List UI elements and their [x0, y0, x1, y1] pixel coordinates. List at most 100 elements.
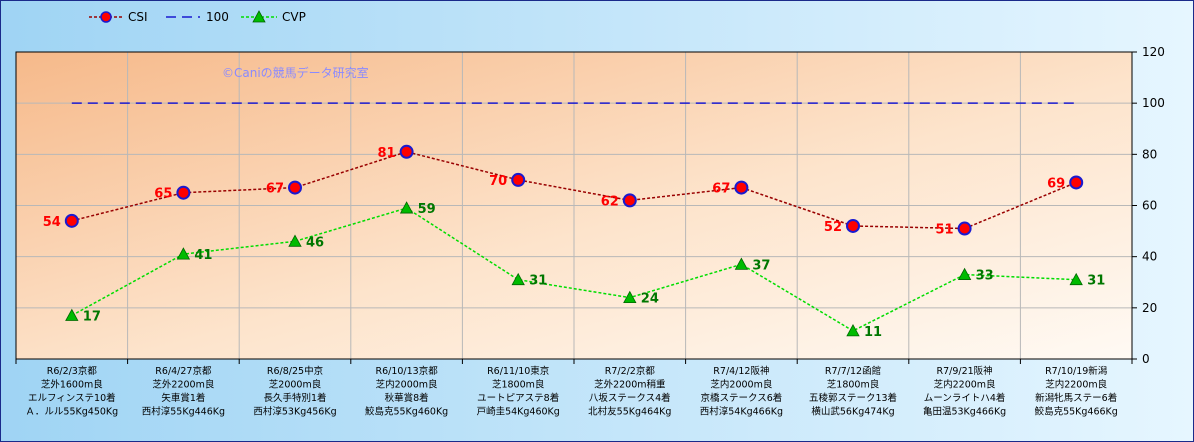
x-tick-label-line: 芝内2000m良 — [376, 379, 438, 391]
csi-data-label: 51 — [936, 223, 954, 238]
x-tick-label-line: 鮫島克55Kg460Kg — [365, 406, 448, 418]
x-tick-label-line: 芝内2000m良 — [710, 379, 772, 391]
x-tick-label-line: 芝内2200m良 — [1045, 379, 1107, 391]
csi-point — [1069, 175, 1084, 190]
x-tick-label-line: 西村淳54Kg466Kg — [700, 406, 783, 418]
x-tick-label-line: ユートピアステ8着 — [477, 392, 559, 404]
x-tick-label-line: R7/9/21阪神 — [937, 365, 993, 377]
csi-point — [622, 193, 637, 208]
csi-data-label: 69 — [1047, 176, 1065, 191]
cvp-data-label: 31 — [529, 274, 547, 289]
y-tick-label: 40 — [1142, 250, 1157, 264]
cvp-point — [176, 247, 191, 260]
plot-border — [15, 51, 1133, 360]
x-tick-label: R7/2/2京都芝外2200m稍重八坂ステークス4着北村友55Kg464Kg — [588, 365, 671, 418]
csi-point — [511, 172, 526, 187]
csi-point — [734, 180, 749, 195]
cvp-point — [399, 201, 414, 214]
x-tick-label-line: 芝外1600m良 — [41, 379, 103, 391]
x-tick-label: R6/11/10東京芝1800m良ユートピアステ8着戸崎圭54Kg460Kg — [477, 365, 560, 418]
cvp-point — [734, 257, 749, 270]
x-tick-label-line: R6/8/25中京 — [267, 365, 323, 377]
series-line-csi — [71, 150, 1077, 230]
cvp-data-label: 37 — [752, 258, 770, 273]
csi-data-label: 81 — [378, 146, 396, 161]
csi-data-label: 62 — [601, 194, 619, 209]
x-tick-label: R6/8/25中京芝2000m良長久手特別1着西村淳53Kg456Kg — [253, 365, 336, 418]
x-tick-label-line: 鮫島克55Kg466Kg — [1035, 406, 1118, 418]
y-tick-label: 60 — [1142, 199, 1157, 213]
x-tick-label-line: R6/10/13京都 — [375, 365, 438, 377]
csi-data-label: 67 — [712, 182, 730, 197]
csi-data-label: 67 — [266, 182, 284, 197]
y-tick-label: 120 — [1142, 45, 1165, 59]
x-tick-label-line: ムーンライトハ4着 — [924, 392, 1006, 404]
x-tick-label-line: 西村淳53Kg456Kg — [253, 406, 336, 418]
x-tick-label-line: 芝1800m良 — [492, 379, 545, 391]
x-tick-label-line: R7/7/12函館 — [825, 365, 881, 377]
x-tick-label-line: R7/10/19新潟 — [1045, 365, 1107, 377]
x-tick-label-line: 五稜郭ステーク13着 — [809, 392, 897, 404]
legend-label-cvp: CVP — [282, 10, 306, 24]
x-tick-label: R7/10/19新潟芝内2200m良新潟牝馬ステー6着鮫島克55Kg466Kg — [1035, 365, 1118, 418]
annotation-watermark: ©Caniの競馬データ研究室 — [222, 65, 369, 80]
cvp-point — [1069, 272, 1083, 286]
x-tick-label: R7/9/21阪神芝内2200m良ムーンライトハ4着亀田温53Kg466Kg — [923, 365, 1006, 418]
x-tick-label-line: 横山武56Kg474Kg — [811, 406, 894, 418]
x-tick-label: R6/4/27京都芝外2200m良矢車賞1着西村淳55Kg446Kg — [142, 365, 225, 418]
csi-data-label: 52 — [824, 220, 842, 235]
cvp-data-label: 24 — [641, 292, 659, 307]
x-tick-label-line: 芝1800m良 — [827, 379, 880, 391]
x-tick-label: R6/10/13京都芝内2000m良秋華賞8着鮫島克55Kg460Kg — [365, 365, 448, 418]
cvp-point — [957, 267, 972, 280]
x-tick-label-line: 八坂ステークス4着 — [589, 392, 671, 404]
x-tick-label-line: R7/2/2京都 — [605, 365, 656, 377]
cvp-data-label: 59 — [418, 202, 436, 217]
x-tick-label: R7/4/12阪神芝内2000m良京橋ステークス6着西村淳54Kg466Kg — [700, 365, 783, 418]
cvp-data-label: 31 — [1087, 274, 1105, 289]
cvp-data-label: 33 — [976, 269, 994, 284]
x-tick-label-line: 北村友55Kg464Kg — [588, 406, 671, 418]
legend-marker-cvp — [252, 10, 266, 23]
x-tick-label-line: 西村淳55Kg446Kg — [142, 406, 225, 418]
x-tick-label-line: エルフィンステ10着 — [28, 392, 116, 404]
legend-label-100: 100 — [206, 10, 229, 24]
x-tick-label-line: 新潟牝馬ステー6着 — [1035, 392, 1117, 404]
csi-point — [399, 144, 414, 159]
x-tick-label-line: 秋華賞8着 — [385, 392, 429, 404]
x-tick-label-line: 芝2000m良 — [269, 379, 322, 391]
x-tick-label-line: R6/4/27京都 — [155, 365, 212, 377]
cvp-point — [65, 308, 79, 321]
cvp-data-label: 17 — [83, 310, 101, 325]
x-tick-label: R7/7/12函館芝1800m良五稜郭ステーク13着横山武56Kg474Kg — [809, 365, 897, 418]
legend-label-csi: CSI — [128, 10, 148, 24]
x-tick-label-line: Ａ．ルル55Kg450Kg — [25, 407, 118, 418]
csi-data-label: 54 — [43, 215, 61, 230]
x-tick-label-line: 芝外2200m稍重 — [594, 379, 666, 391]
y-tick-label: 100 — [1142, 96, 1165, 110]
x-tick-label-line: 矢車賞1着 — [161, 392, 205, 404]
csi-point — [288, 180, 302, 195]
x-tick-label-line: R6/11/10東京 — [487, 365, 549, 377]
cvp-point — [846, 324, 860, 337]
cvp-point — [511, 272, 525, 286]
cvp-data-label: 46 — [306, 235, 324, 250]
y-tick-label: 80 — [1142, 147, 1157, 161]
x-tick-label-line: 芝内2200m良 — [934, 379, 996, 391]
csi-point — [64, 213, 79, 228]
csi-point — [957, 221, 972, 236]
x-tick-label-line: 亀田温53Kg466Kg — [923, 406, 1006, 418]
x-tick-label-line: 長久手特別1着 — [263, 392, 326, 404]
x-tick-label: R6/2/3京都芝外1600m良エルフィンステ10着 Ａ．ルル55Kg450Kg — [25, 365, 118, 418]
cvp-data-label: 11 — [864, 325, 882, 340]
x-tick-label-line: 京橋ステークス6着 — [701, 392, 783, 404]
csi-data-label: 65 — [154, 187, 172, 202]
csi-point — [176, 185, 191, 200]
y-tick-label: 20 — [1142, 301, 1157, 315]
x-tick-label-line: 芝外2200m良 — [152, 379, 214, 391]
x-tick-label-line: R6/2/3京都 — [47, 365, 98, 377]
legend-marker-csi — [100, 11, 112, 23]
csi-data-label: 70 — [489, 174, 507, 189]
